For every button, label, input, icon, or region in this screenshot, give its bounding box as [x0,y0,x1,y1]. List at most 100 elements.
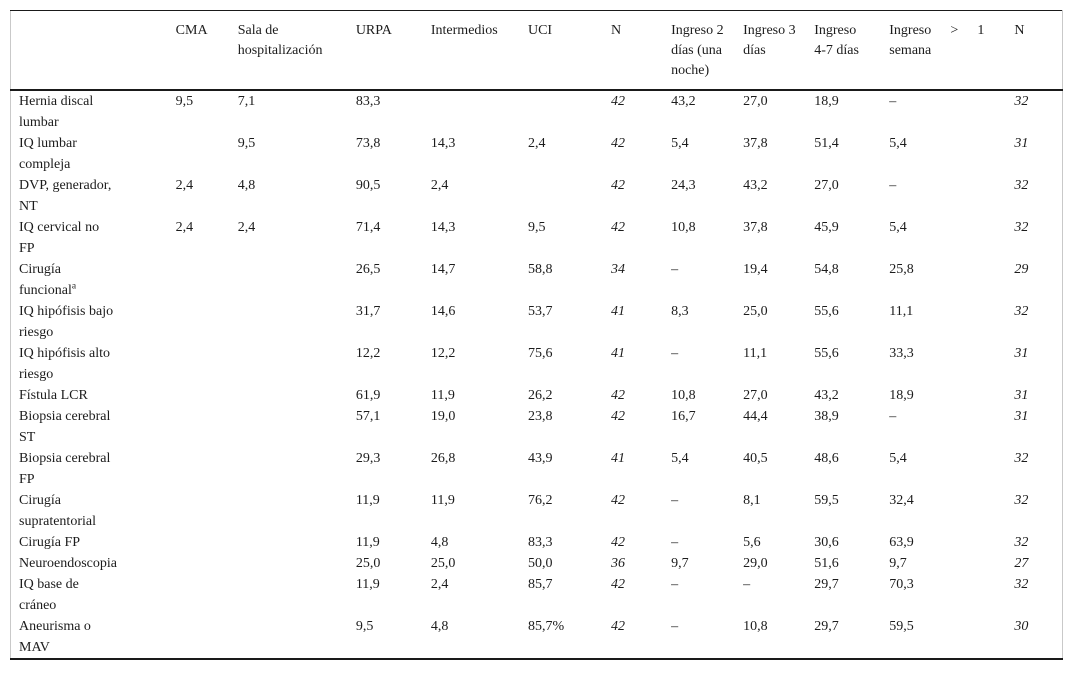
cell-ingreso-3-dias: 40,5 [743,451,768,466]
cell-ingreso-2-dias: – [671,535,679,550]
cell-uci: 58,8 [527,262,553,277]
table-row: Hernia discal lumbar 9,5 7,1 83,3 42 43,2 27,0… [11,90,1063,133]
cell-ingreso-4-7-dias: 45,9 [814,220,839,235]
cell-intermedios: 11,9 [430,493,455,508]
cell-urpa: 57,1 [355,409,381,424]
cell-ingreso-mas-1-semana: 5,4 [889,220,907,235]
cell-sala-de-hospitalizacion: 4,8 [237,178,256,193]
cell-urpa: 29,3 [355,451,381,466]
cell-uci: 23,8 [527,409,553,424]
table-row: Aneurisma o MAV 9,5 4,8 85,7% 42 – 10,8 29,7 59,… [11,616,1063,659]
cell-intermedios: 14,3 [430,220,456,235]
table-row: IQ hipófisis alto riesgo 12,2 12,2 75,6 41 – 1… [11,343,1063,385]
footnote-marker: a [71,281,77,292]
cell-n-ingreso: 32 [1014,178,1029,193]
cell-ingreso-3-dias: – [743,577,751,592]
cell-urpa: 26,5 [355,262,381,277]
row-label: IQ hipófisis bajo riesgo [19,304,114,340]
cell-ingreso-3-dias: 11,1 [743,346,768,361]
column-header-n-destino: N [611,23,622,38]
cell-ingreso-2-dias: 24,3 [671,178,696,193]
cell-ingreso-4-7-dias: 27,0 [814,178,839,193]
cell-cma [176,490,238,532]
cell-ingreso-3-dias: 10,8 [743,619,768,634]
cell-sala-de-hospitalizacion [238,259,356,301]
column-header-n-ingreso: N [1014,23,1025,38]
cell-intermedios: 2,4 [430,178,449,193]
cell-urpa: 11,9 [355,493,380,508]
cell-ingreso-2-dias: 5,4 [671,451,689,466]
cell-uci: 83,3 [527,535,553,550]
cell-ingreso-3-dias: 37,8 [743,136,768,151]
cell-ingreso-3-dias: 44,4 [743,409,768,424]
cell-ingreso-4-7-dias: 48,6 [814,451,839,466]
table-row: IQ base de cráneo 11,9 2,4 85,7 42 – – 29,7 70,3… [11,574,1063,616]
cell-cma [176,343,238,385]
cell-uci [528,90,611,133]
cell-n-ingreso: 32 [1014,451,1029,466]
row-label: Cirugía supratentorial [19,493,96,529]
cell-urpa: 83,3 [355,94,381,109]
cell-intermedios: 25,0 [430,556,456,571]
cell-n-ingreso: 32 [1014,493,1029,508]
cell-ingreso-4-7-dias: 54,8 [814,262,839,277]
cell-cma [176,133,238,175]
column-header-uci: UCI [527,23,553,38]
cell-n-destino: 42 [611,94,626,109]
cell-ingreso-2-dias: – [671,493,679,508]
cell-n-ingreso: 31 [1014,388,1029,403]
cell-ingreso-2-dias: – [671,577,679,592]
cell-ingreso-mas-1-semana: 18,9 [889,388,914,403]
cell-ingreso-mas-1-semana: 32,4 [889,493,914,508]
cell-n-destino: 42 [611,136,626,151]
cell-ingreso-mas-1-semana: – [889,409,897,424]
column-header-urpa: URPA [355,23,392,38]
cell-sala-de-hospitalizacion [238,616,356,659]
cell-cma [176,448,238,490]
cell-ingreso-mas-1-semana: 63,9 [889,535,914,550]
cell-uci: 43,9 [527,451,553,466]
cell-ingreso-mas-1-semana: 59,5 [889,619,914,634]
cell-ingreso-2-dias: – [671,619,679,634]
row-label: IQ cervical no FP [19,220,100,256]
cell-ingreso-mas-1-semana: 33,3 [889,346,914,361]
column-header-ingreso-mas-1-semana: Ingreso > 1 semana [889,23,985,58]
row-label: Cirugía funcionala [19,262,77,298]
cell-n-destino: 42 [611,409,626,424]
cell-sala-de-hospitalizacion [238,301,356,343]
column-header-cma: CMA [175,23,208,38]
cell-urpa: 12,2 [355,346,381,361]
table-row: Cirugía funcionala 26,5 14,7 58,8 34 – 19,4 54,… [11,259,1063,301]
cell-uci: 50,0 [527,556,553,571]
table-row: IQ hipófisis bajo riesgo 31,7 14,6 53,7 41 8,… [11,301,1063,343]
row-label: DVP, generador, NT [19,178,112,214]
cell-ingreso-4-7-dias: 59,5 [814,493,839,508]
cell-cma [176,616,238,659]
cell-n-ingreso: 29 [1014,262,1029,277]
cell-ingreso-3-dias: 27,0 [743,388,768,403]
table-row: Biopsia cerebral ST 57,1 19,0 23,8 42 16,7 44,… [11,406,1063,448]
table-row: IQ lumbar compleja 9,5 73,8 14,3 2,4 42 5,4 37,… [11,133,1063,175]
cell-uci: 53,7 [527,304,553,319]
table-row: Biopsia cerebral FP 29,3 26,8 43,9 41 5,4 40,5… [11,448,1063,490]
cell-cma: 2,4 [175,220,194,235]
cell-ingreso-2-dias: 10,8 [671,388,696,403]
cell-ingreso-3-dias: 29,0 [743,556,768,571]
table-row: Neuroendoscopia 25,0 25,0 50,0 36 9,7 29,0 51,6… [11,553,1063,574]
cell-ingreso-mas-1-semana: 25,8 [889,262,914,277]
cell-n-ingreso: 30 [1014,619,1029,634]
cell-urpa: 11,9 [355,535,380,550]
cell-ingreso-mas-1-semana: 70,3 [889,577,914,592]
cell-cma [176,301,238,343]
cell-n-destino: 42 [611,535,626,550]
cell-ingreso-mas-1-semana: 5,4 [889,451,907,466]
cell-ingreso-4-7-dias: 55,6 [814,304,839,319]
cell-urpa: 11,9 [355,577,380,592]
cell-n-destino: 41 [611,346,626,361]
cell-ingreso-mas-1-semana: 5,4 [889,136,907,151]
cell-n-destino: 42 [611,577,626,592]
cell-uci: 26,2 [527,388,553,403]
cell-n-ingreso: 31 [1014,409,1029,424]
row-label: Cirugía FP [19,535,81,550]
